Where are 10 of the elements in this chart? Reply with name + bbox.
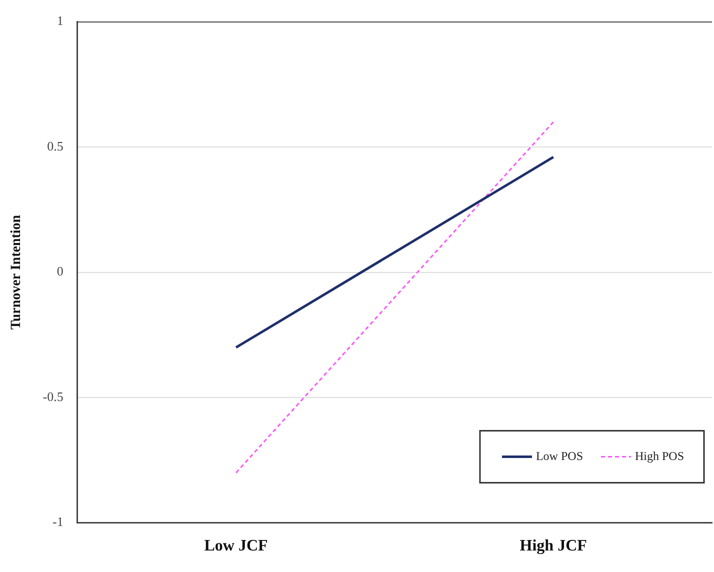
x-tick-label: High JCF xyxy=(520,538,588,555)
y-tick-label: 1 xyxy=(56,13,64,28)
legend-label: High POS xyxy=(634,448,684,463)
y-tick-label: 0.5 xyxy=(47,138,64,154)
y-tick-label: -0.5 xyxy=(42,388,64,404)
y-tick-label: 0 xyxy=(56,264,64,279)
y-tick-label: -1 xyxy=(52,514,64,530)
x-tick-label: Low JCF xyxy=(204,538,268,555)
y-axis-title: Turnover Intention xyxy=(9,214,24,330)
legend-label: Low POS xyxy=(536,448,583,463)
